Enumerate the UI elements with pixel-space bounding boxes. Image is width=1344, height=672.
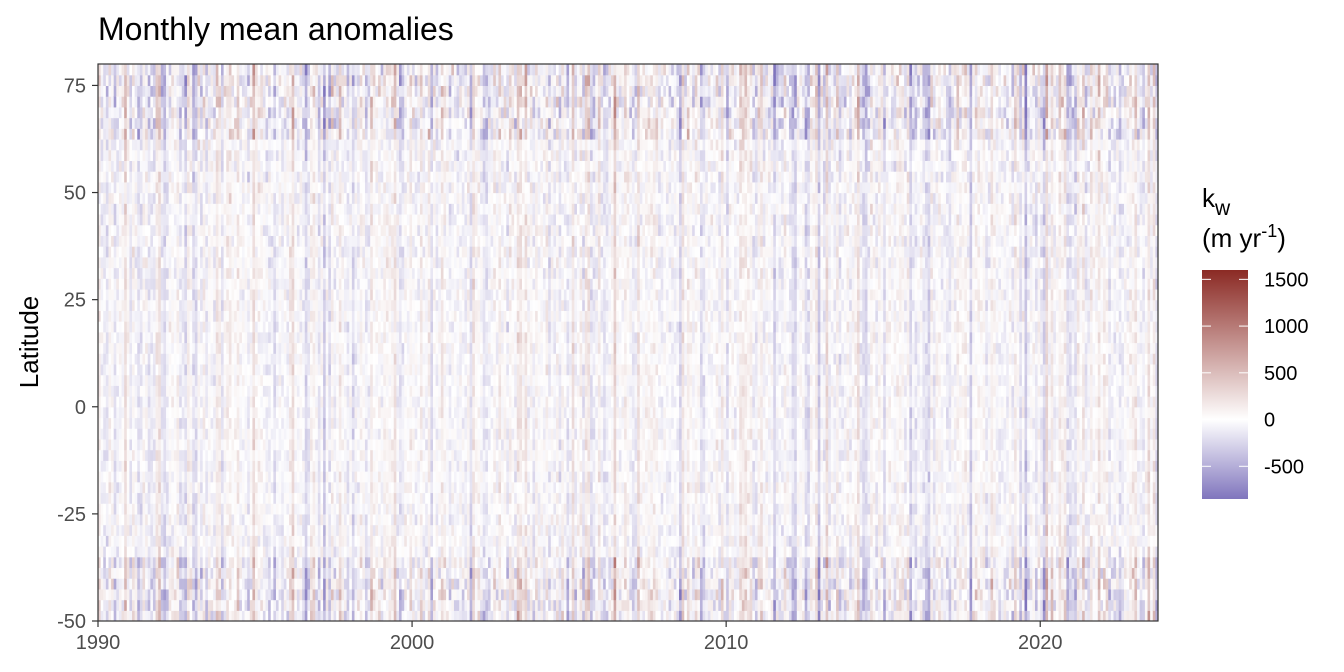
heatmap-cells	[98, 64, 1159, 622]
chart-title: Monthly mean anomalies	[98, 11, 454, 47]
